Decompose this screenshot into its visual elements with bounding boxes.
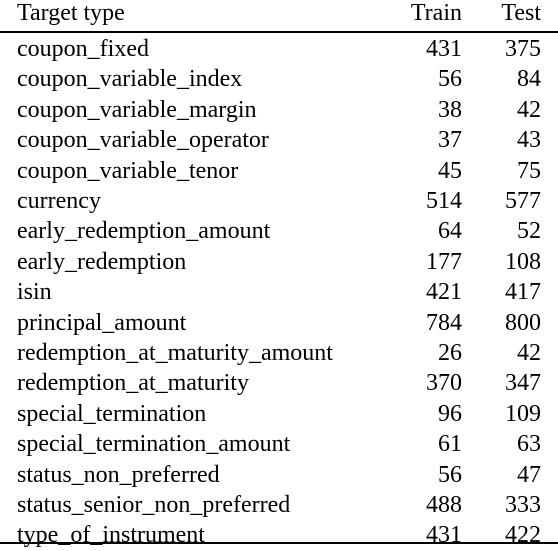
cell-target-type: coupon_variable_operator xyxy=(17,127,269,154)
cell-test: 417 xyxy=(505,279,541,306)
cell-train: 56 xyxy=(438,461,462,488)
cell-target-type: currency xyxy=(17,188,101,214)
table-row: coupon_fixed 431 375 xyxy=(0,34,558,64)
cell-test: 577 xyxy=(505,188,541,214)
cell-target-type: status_senior_non_preferred xyxy=(17,492,291,518)
table-row: early_redemption 177 108 xyxy=(0,247,558,277)
cell-train: 37 xyxy=(438,127,462,154)
table-row: status_non_preferred 56 47 xyxy=(0,460,558,490)
cell-test: 42 xyxy=(517,96,541,123)
cell-train: 61 xyxy=(438,431,462,458)
cell-test: 42 xyxy=(517,340,541,366)
cell-test: 84 xyxy=(517,66,541,93)
cell-target-type: coupon_variable_tenor xyxy=(17,157,239,184)
table-row: special_termination 96 109 xyxy=(0,399,558,429)
table-row: redemption_at_maturity 370 347 xyxy=(0,368,558,398)
cell-train: 38 xyxy=(438,96,462,123)
header-test: Test xyxy=(501,0,541,26)
cell-train: 26 xyxy=(438,340,462,366)
table-row: redemption_at_maturity_amount 26 42 xyxy=(0,338,558,368)
cell-test: 47 xyxy=(517,461,541,488)
cell-test: 800 xyxy=(505,309,541,336)
cell-test: 422 xyxy=(505,522,541,549)
cell-test: 347 xyxy=(505,370,541,397)
cell-test: 63 xyxy=(517,431,541,458)
cell-test: 375 xyxy=(505,36,541,62)
cell-test: 75 xyxy=(517,157,541,184)
table-row: coupon_variable_tenor 45 75 xyxy=(0,156,558,186)
cell-train: 488 xyxy=(426,492,462,518)
table-row: type_of_instrument 431 422 xyxy=(0,520,558,550)
cell-target-type: special_termination xyxy=(17,400,207,427)
cell-train: 784 xyxy=(426,309,462,336)
table-row: coupon_variable_operator 37 43 xyxy=(0,125,558,155)
cell-target-type: special_termination_amount xyxy=(17,431,291,458)
cell-train: 431 xyxy=(426,36,462,62)
cell-target-type: redemption_at_maturity_amount xyxy=(17,340,333,366)
table-row: special_termination_amount 61 63 xyxy=(0,429,558,459)
table-header-row: Target type Train Test xyxy=(0,0,558,30)
header-train: Train xyxy=(410,0,462,26)
cell-target-type: coupon_variable_margin xyxy=(17,96,257,123)
cell-target-type: status_non_preferred xyxy=(17,461,220,488)
table-row: coupon_variable_index 56 84 xyxy=(0,64,558,94)
cell-train: 64 xyxy=(438,218,462,245)
cell-train: 177 xyxy=(426,248,462,275)
cell-train: 96 xyxy=(438,400,462,427)
header-target-type: Target type xyxy=(17,0,125,26)
table-row: coupon_variable_margin 38 42 xyxy=(0,95,558,125)
table-row: status_senior_non_preferred 488 333 xyxy=(0,490,558,520)
cell-test: 109 xyxy=(505,400,541,427)
cell-target-type: early_redemption xyxy=(17,248,187,275)
cell-target-type: type_of_instrument xyxy=(17,522,205,549)
cell-train: 56 xyxy=(438,66,462,93)
bottom-rule xyxy=(0,542,558,544)
cell-test: 52 xyxy=(517,218,541,245)
cell-target-type: redemption_at_maturity xyxy=(17,370,249,397)
cell-train: 514 xyxy=(426,188,462,214)
cell-target-type: early_redemption_amount xyxy=(17,218,271,245)
table-row: currency 514 577 xyxy=(0,186,558,216)
cell-test: 333 xyxy=(505,492,541,518)
cell-test: 43 xyxy=(517,127,541,154)
table-row: principal_amount 784 800 xyxy=(0,308,558,338)
cell-train: 45 xyxy=(438,157,462,184)
table-row: isin 421 417 xyxy=(0,277,558,307)
table-row: early_redemption_amount 64 52 xyxy=(0,216,558,246)
cell-test: 108 xyxy=(505,248,541,275)
cell-target-type: coupon_fixed xyxy=(17,36,149,62)
cell-target-type: coupon_variable_index xyxy=(17,66,243,93)
cell-train: 421 xyxy=(426,279,462,306)
cell-train: 431 xyxy=(426,522,462,549)
cell-train: 370 xyxy=(426,370,462,397)
cell-target-type: principal_amount xyxy=(17,309,187,336)
cell-target-type: isin xyxy=(17,279,52,306)
header-rule xyxy=(0,31,558,33)
